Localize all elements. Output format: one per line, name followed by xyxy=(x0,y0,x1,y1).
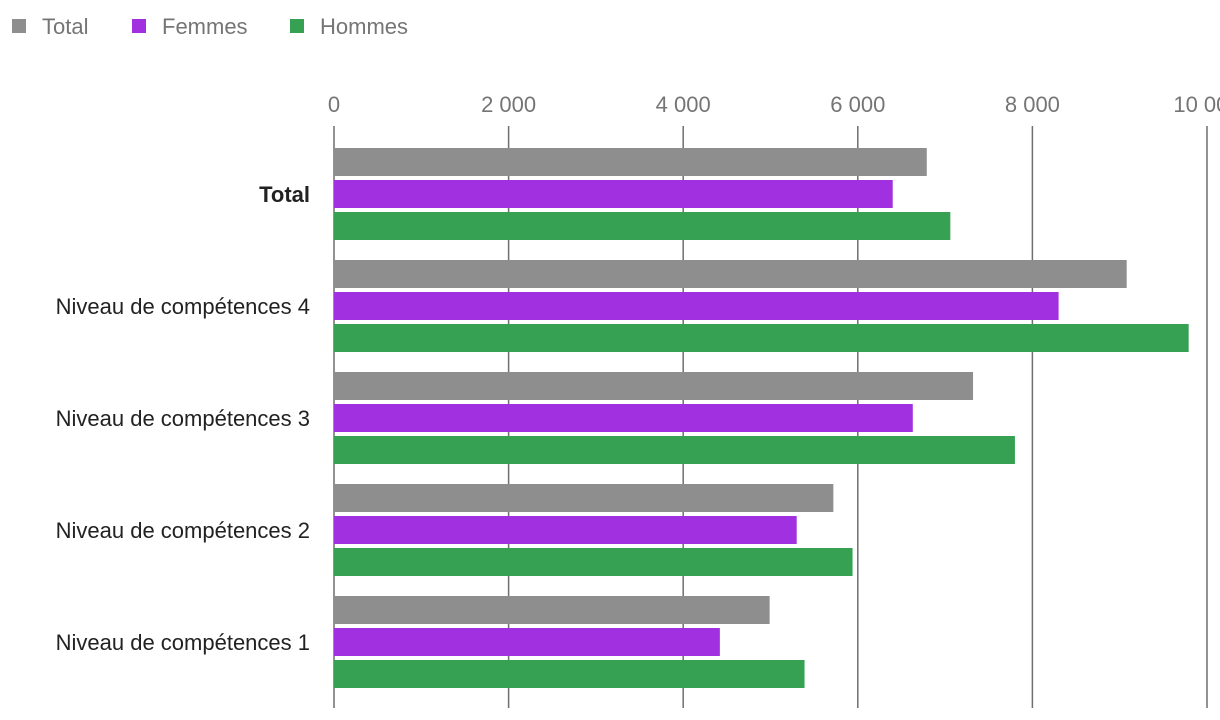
category-label: Niveau de compétences 1 xyxy=(56,630,310,655)
bar-total-4 xyxy=(334,596,770,624)
category-label: Niveau de compétences 4 xyxy=(56,294,310,319)
category-label: Total xyxy=(259,182,310,207)
category-label: Niveau de compétences 3 xyxy=(56,406,310,431)
legend-swatch-hommes xyxy=(290,19,304,33)
x-axis-ticks: 0 2 000 4 000 6 000 8 000 10 000 xyxy=(328,92,1220,117)
bar-total-0 xyxy=(334,148,927,176)
bar-total-2 xyxy=(334,372,974,400)
bar-hommes-2 xyxy=(334,436,1015,464)
bar-femmes-4 xyxy=(334,628,720,656)
legend-swatch-femmes xyxy=(132,19,146,33)
x-tick-label: 6 000 xyxy=(830,92,885,117)
bar-hommes-0 xyxy=(334,212,951,240)
bar-femmes-0 xyxy=(334,180,893,208)
legend-label-total: Total xyxy=(42,14,88,39)
legend-label-femmes: Femmes xyxy=(162,14,248,39)
category-labels: Total Niveau de compétences 4 Niveau de co… xyxy=(56,182,310,655)
bar-hommes-1 xyxy=(334,324,1189,352)
x-tick-label: 4 000 xyxy=(656,92,711,117)
bar-hommes-4 xyxy=(334,660,805,688)
bars xyxy=(334,148,1189,688)
x-tick-label: 2 000 xyxy=(481,92,536,117)
bar-femmes-3 xyxy=(334,516,797,544)
bar-femmes-1 xyxy=(334,292,1059,320)
bar-hommes-3 xyxy=(334,548,853,576)
bar-total-1 xyxy=(334,260,1127,288)
x-tick-label: 10 000 xyxy=(1173,92,1220,117)
category-label: Niveau de compétences 2 xyxy=(56,518,310,543)
legend: Total Femmes Hommes xyxy=(12,14,408,39)
legend-label-hommes: Hommes xyxy=(320,14,408,39)
bar-total-3 xyxy=(334,484,834,512)
x-tick-label: 0 xyxy=(328,92,340,117)
legend-swatch-total xyxy=(12,19,26,33)
bar-femmes-2 xyxy=(334,404,913,432)
x-tick-label: 8 000 xyxy=(1005,92,1060,117)
